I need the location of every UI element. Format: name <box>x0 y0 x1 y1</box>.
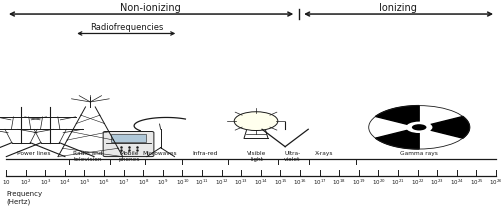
Polygon shape <box>375 130 418 149</box>
Text: $10$: $10$ <box>2 178 11 186</box>
Circle shape <box>234 112 277 130</box>
Text: $10^{10}$: $10^{10}$ <box>175 178 189 187</box>
Text: Ultra-
violet: Ultra- violet <box>284 151 300 162</box>
Text: $10^{14}$: $10^{14}$ <box>254 178 267 187</box>
Text: $10^{8}$: $10^{8}$ <box>137 178 148 187</box>
Bar <box>111 134 145 142</box>
Text: X-rays: X-rays <box>314 151 332 156</box>
Text: $10^{24}$: $10^{24}$ <box>449 178 463 187</box>
Text: $10^{12}$: $10^{12}$ <box>214 178 228 187</box>
Text: Power lines: Power lines <box>18 151 51 156</box>
Text: $10^{13}$: $10^{13}$ <box>234 178 247 187</box>
Text: Ionizing: Ionizing <box>378 3 416 13</box>
Text: $10^{18}$: $10^{18}$ <box>332 178 345 187</box>
Text: $10^{19}$: $10^{19}$ <box>351 178 365 187</box>
Text: Gamma rays: Gamma rays <box>399 151 437 156</box>
Text: $10^{15}$: $10^{15}$ <box>273 178 287 187</box>
Text: $10^{9}$: $10^{9}$ <box>157 178 168 187</box>
Text: $10^{16}$: $10^{16}$ <box>293 178 306 187</box>
Text: $10^{23}$: $10^{23}$ <box>429 178 443 187</box>
Text: $10^{5}$: $10^{5}$ <box>79 178 90 187</box>
Circle shape <box>405 122 431 133</box>
Text: $10^{3}$: $10^{3}$ <box>40 178 51 187</box>
Text: Infra-red: Infra-red <box>192 151 217 156</box>
Text: $10^{26}$: $10^{26}$ <box>488 178 501 187</box>
Text: $10^{7}$: $10^{7}$ <box>118 178 129 187</box>
Polygon shape <box>430 116 469 138</box>
FancyBboxPatch shape <box>103 132 154 157</box>
Text: $10^{21}$: $10^{21}$ <box>390 178 404 187</box>
Text: $10^{4}$: $10^{4}$ <box>59 178 70 187</box>
Text: $10^{20}$: $10^{20}$ <box>371 178 384 187</box>
Text: $10^{2}$: $10^{2}$ <box>20 178 31 187</box>
Text: Radiofrequencies: Radiofrequencies <box>90 23 163 32</box>
Circle shape <box>411 124 426 130</box>
Text: $10^{6}$: $10^{6}$ <box>98 178 109 187</box>
Text: Radio and
television: Radio and television <box>73 151 102 162</box>
Text: $10^{11}$: $10^{11}$ <box>195 178 208 187</box>
Text: Non-ionizing: Non-ionizing <box>120 3 181 13</box>
Text: $10^{17}$: $10^{17}$ <box>312 178 326 187</box>
Text: Mobile
phones: Mobile phones <box>119 151 140 162</box>
Text: Visible
light: Visible light <box>247 151 266 162</box>
Text: Frequency
(Hertz): Frequency (Hertz) <box>6 191 42 205</box>
Text: $10^{22}$: $10^{22}$ <box>410 178 423 187</box>
Polygon shape <box>375 106 418 124</box>
Text: Microwaves: Microwaves <box>142 151 176 156</box>
Text: $10^{25}$: $10^{25}$ <box>468 178 482 187</box>
